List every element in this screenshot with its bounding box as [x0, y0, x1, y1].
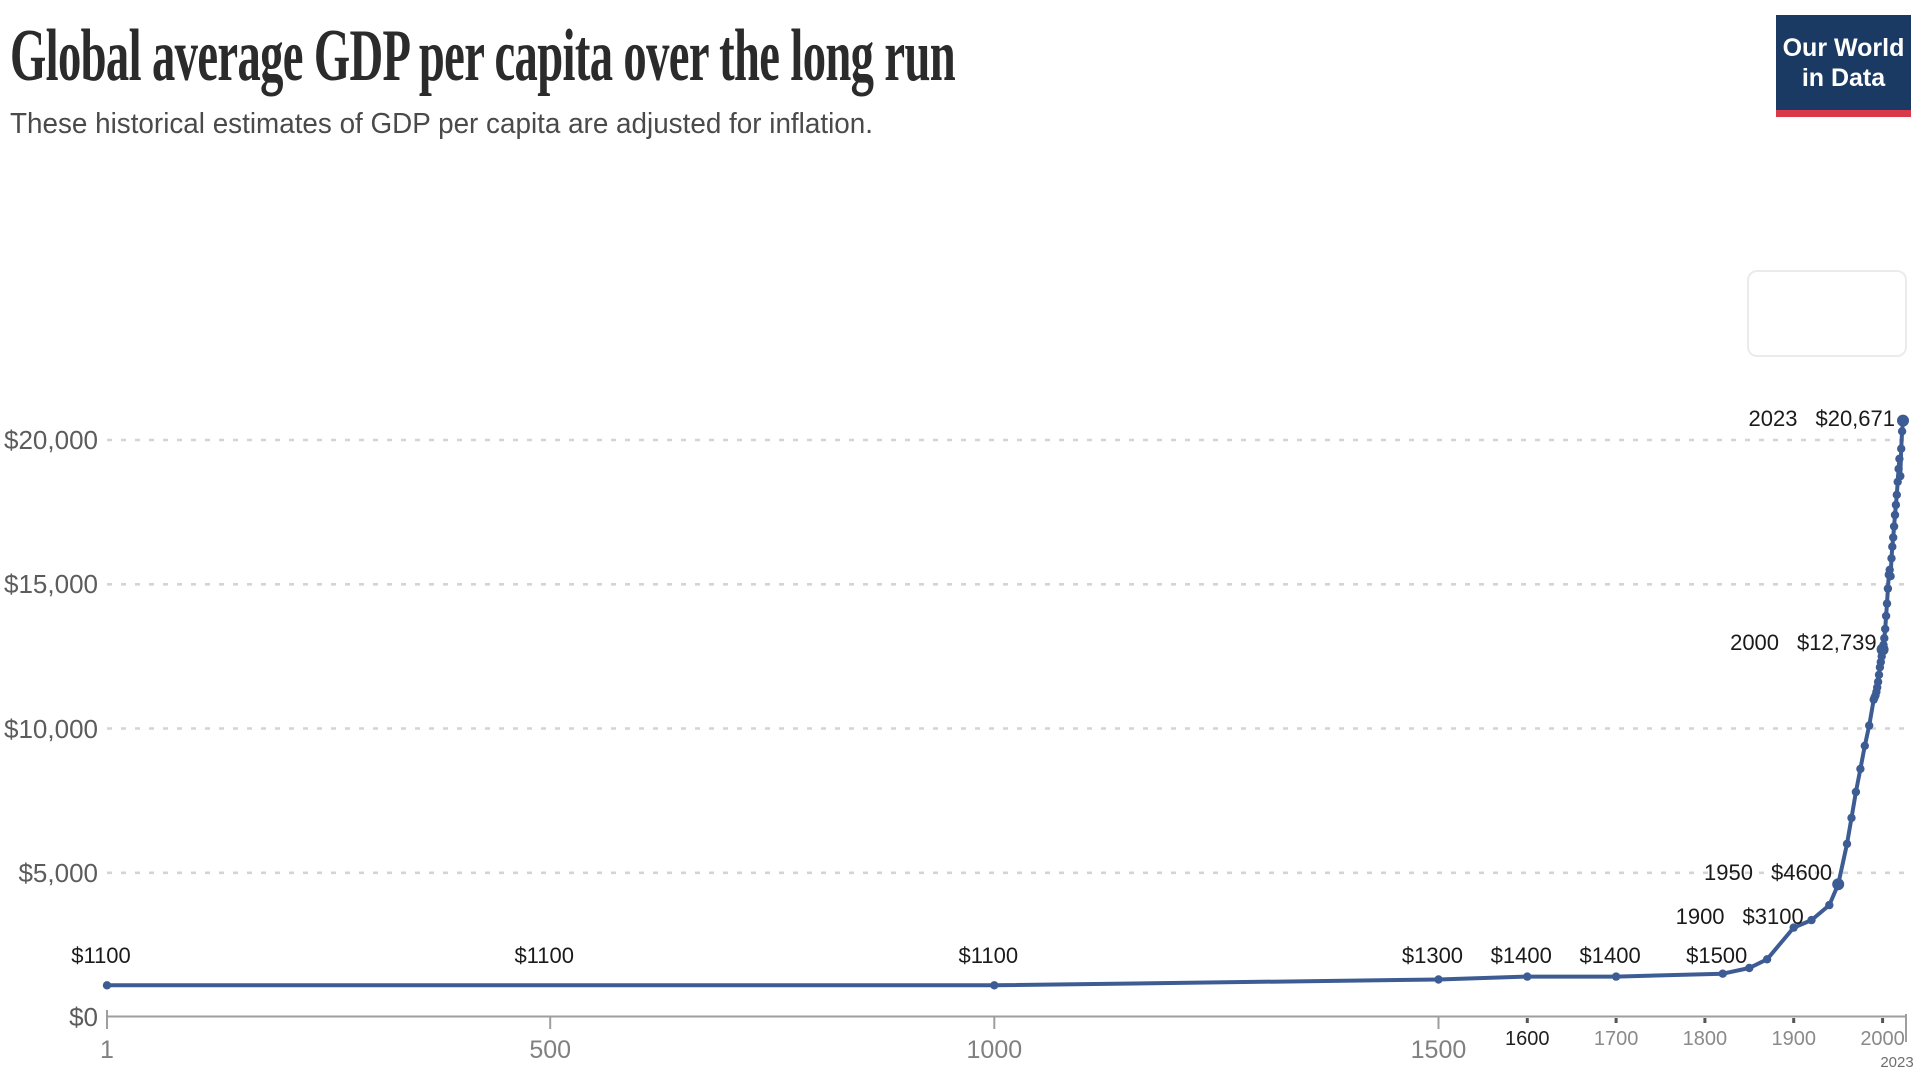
x-tick-label: 1500	[1410, 1036, 1467, 1064]
data-point[interactable]	[1745, 963, 1754, 973]
data-point[interactable]	[1896, 471, 1905, 481]
value-annotation: $1100	[958, 943, 1019, 968]
data-point[interactable]	[990, 981, 999, 990]
x-tick-label: 1000	[966, 1036, 1023, 1064]
annotation-value: $3100	[1742, 903, 1804, 929]
data-point[interactable]	[1883, 584, 1893, 593]
annotation-year: 2000	[1730, 630, 1780, 656]
annotation-value: $12,739	[1797, 630, 1877, 656]
x-axis-end-year-label: 2023	[1880, 1054, 1914, 1071]
y-tick-label: $10,000	[4, 713, 98, 744]
gdp-series-line[interactable]	[105, 418, 1905, 988]
data-point[interactable]	[1880, 634, 1889, 643]
data-point[interactable]	[1847, 813, 1856, 823]
y-tick-label: $20,000	[4, 425, 98, 455]
data-point[interactable]	[1882, 599, 1892, 608]
x-tick-label: 500	[529, 1036, 572, 1064]
value-annotation: $1100	[71, 943, 131, 968]
data-point[interactable]	[1897, 444, 1906, 453]
x-tick-label: 1800	[1682, 1028, 1728, 1050]
annotation-value: $4600	[1770, 860, 1833, 886]
x-tick-label: 1700	[1593, 1028, 1639, 1050]
legend-placeholder-box	[1747, 270, 1907, 357]
data-point[interactable]	[1856, 764, 1865, 774]
data-point[interactable]	[1889, 522, 1899, 531]
owid-logo-line2: in Data	[1801, 63, 1886, 92]
x-tick-label: 1900	[1771, 1028, 1816, 1050]
data-point[interactable]	[1434, 975, 1443, 984]
data-point[interactable]	[1881, 624, 1890, 634]
data-point[interactable]	[1873, 677, 1883, 686]
data-point[interactable]	[1860, 741, 1870, 750]
data-point[interactable]	[1885, 565, 1894, 574]
y-tick-label: $5,000	[18, 857, 98, 888]
data-point[interactable]	[1832, 878, 1845, 891]
data-point[interactable]	[1842, 839, 1852, 849]
data-point[interactable]	[1523, 972, 1532, 981]
data-point[interactable]	[1611, 972, 1621, 981]
data-point[interactable]	[1762, 955, 1772, 964]
value-annotation: $1400	[1579, 943, 1641, 968]
x-tick-label: 1600	[1505, 1028, 1550, 1050]
data-point[interactable]	[1890, 510, 1900, 520]
data-point[interactable]	[1891, 500, 1901, 510]
x-tick-label: 1	[100, 1036, 114, 1064]
x-tick-label: 2000	[1860, 1028, 1905, 1050]
owid-logo[interactable]: Our World in Data	[1776, 15, 1911, 117]
value-annotation: $1300	[1401, 943, 1464, 968]
value-annotation: $1100	[514, 943, 574, 968]
y-tick-label: $15,000	[4, 569, 98, 600]
data-point[interactable]	[102, 981, 112, 990]
data-point[interactable]	[1879, 640, 1888, 649]
data-point[interactable]	[1851, 787, 1861, 797]
value-annotation: $1500	[1686, 943, 1748, 968]
annotation-year: 1900	[1675, 903, 1725, 929]
annotation-value: $20,671	[1815, 405, 1895, 431]
owid-logo-line1: Our World	[1782, 33, 1905, 62]
data-point[interactable]	[1892, 490, 1902, 499]
page-title: Global average GDP per capita over the l…	[10, 15, 956, 97]
data-point[interactable]	[1887, 554, 1896, 563]
data-point[interactable]	[1825, 900, 1834, 910]
data-point[interactable]	[1881, 611, 1891, 621]
data-point[interactable]	[1874, 670, 1884, 679]
year-value-annotation: 1900 $3100	[1676, 904, 1804, 930]
page-subtitle: These historical estimates of GDP per ca…	[10, 108, 873, 140]
year-value-annotation: 2000 $12,739	[1730, 630, 1876, 656]
data-point[interactable]	[1894, 464, 1903, 474]
data-point[interactable]	[1886, 572, 1895, 581]
annotation-year: 2023	[1748, 405, 1798, 431]
annotation-year: 1950	[1704, 860, 1753, 886]
data-point[interactable]	[1897, 414, 1909, 427]
data-point[interactable]	[1865, 721, 1874, 730]
data-point[interactable]	[1807, 915, 1816, 925]
data-point[interactable]	[1895, 454, 1904, 463]
y-tick-label: $0	[69, 1002, 98, 1032]
data-point[interactable]	[1888, 542, 1897, 551]
value-annotation: $1400	[1490, 943, 1552, 968]
data-point[interactable]	[1789, 923, 1798, 932]
data-point[interactable]	[1889, 533, 1898, 542]
data-point[interactable]	[1897, 427, 1907, 436]
data-point[interactable]	[1718, 969, 1727, 978]
year-value-annotation: 2023 $20,671	[1749, 406, 1895, 432]
year-value-annotation: 1950 $4600	[1704, 860, 1832, 886]
